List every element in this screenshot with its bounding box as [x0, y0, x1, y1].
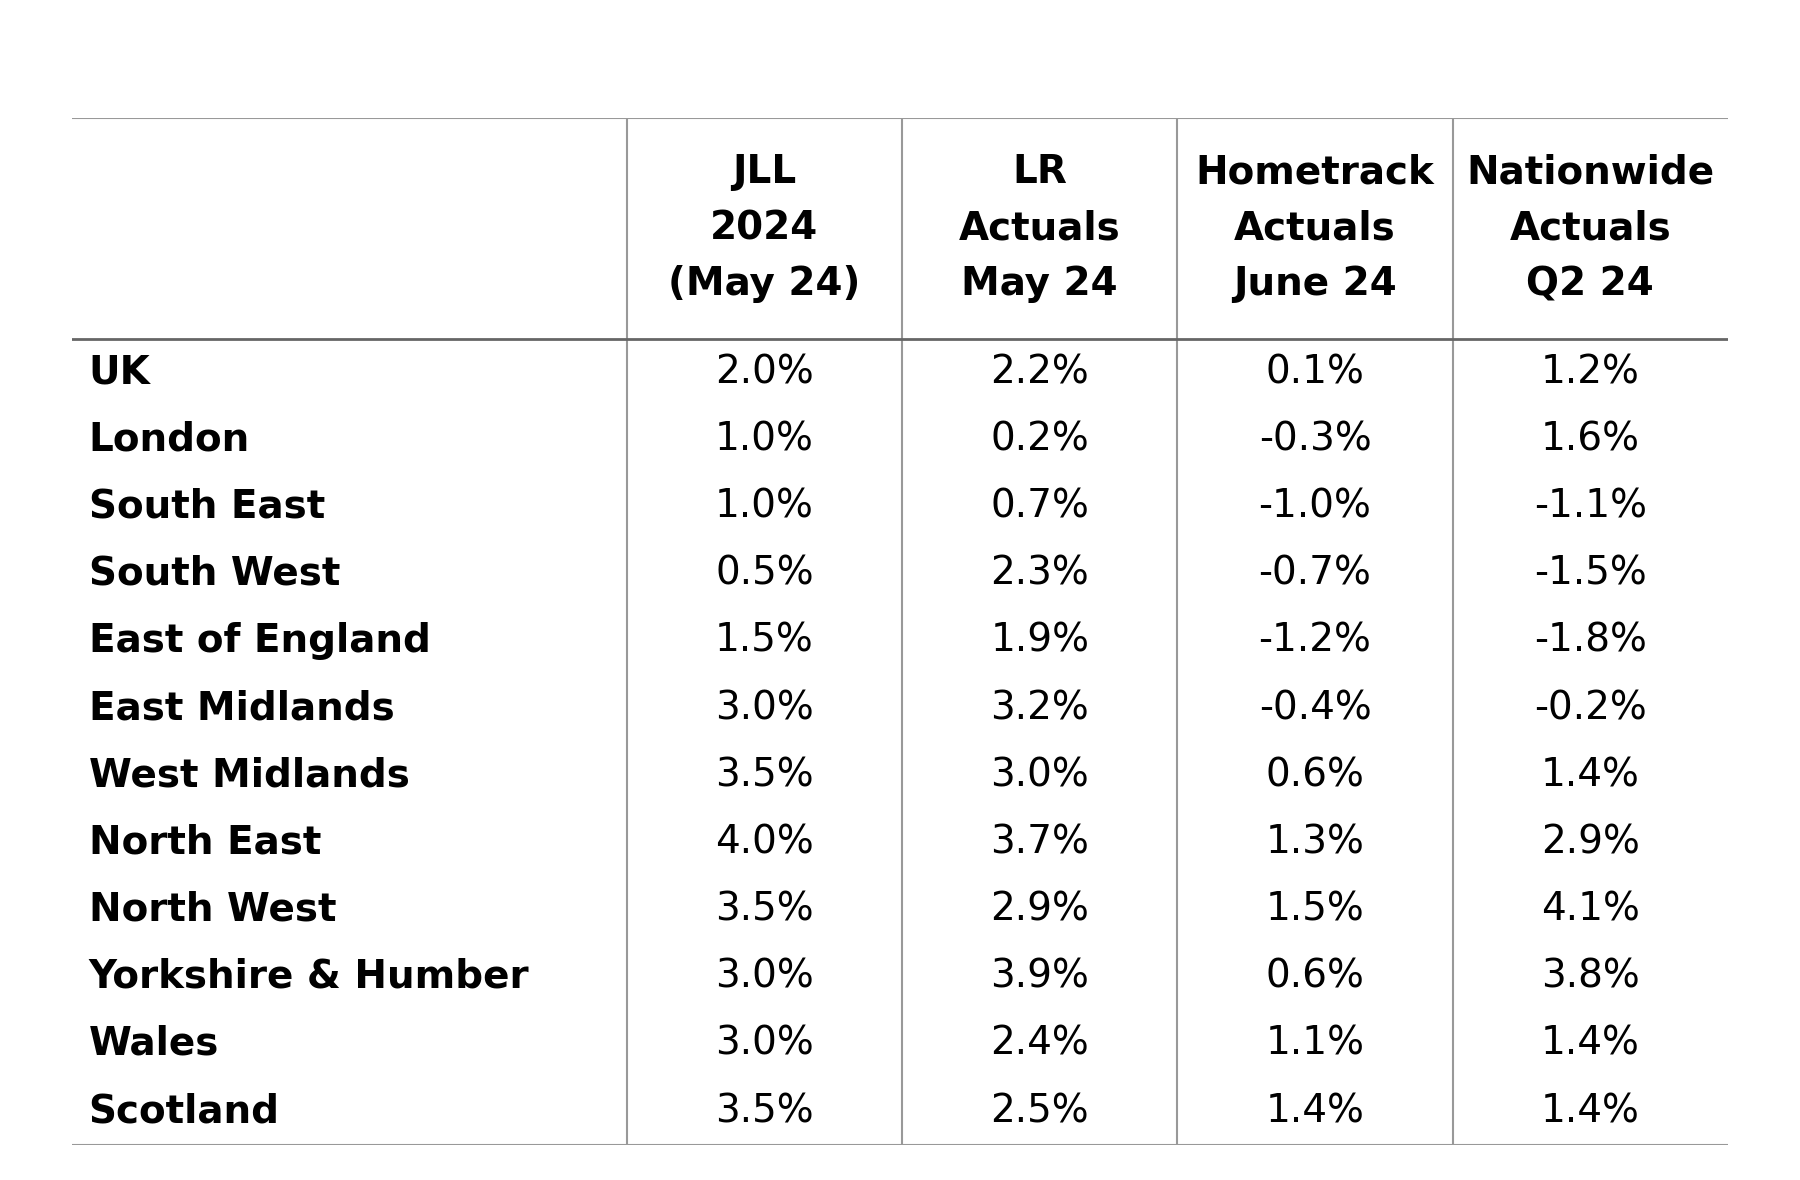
- Text: 0.2%: 0.2%: [990, 420, 1089, 459]
- Text: 3.5%: 3.5%: [715, 756, 814, 794]
- Text: East Midlands: East Midlands: [88, 689, 394, 727]
- Text: 2.4%: 2.4%: [990, 1025, 1089, 1063]
- Text: North East: North East: [88, 824, 320, 861]
- Text: Scotland: Scotland: [88, 1092, 279, 1130]
- Text: 3.2%: 3.2%: [990, 689, 1089, 727]
- Text: 1.4%: 1.4%: [1541, 1025, 1640, 1063]
- Text: 0.6%: 0.6%: [1265, 756, 1364, 794]
- Text: 1.1%: 1.1%: [1265, 1025, 1364, 1063]
- Text: Wales: Wales: [88, 1025, 220, 1063]
- Text: 1.4%: 1.4%: [1541, 756, 1640, 794]
- Text: North West: North West: [88, 891, 337, 929]
- Text: 3.5%: 3.5%: [715, 891, 814, 929]
- Text: -1.1%: -1.1%: [1534, 487, 1647, 525]
- Text: South West: South West: [88, 555, 340, 592]
- Text: UK: UK: [88, 353, 151, 392]
- Text: 0.7%: 0.7%: [990, 487, 1089, 525]
- Text: -0.2%: -0.2%: [1534, 689, 1647, 727]
- Text: 3.8%: 3.8%: [1541, 958, 1640, 996]
- Text: 2.0%: 2.0%: [715, 353, 814, 392]
- Text: 1.4%: 1.4%: [1265, 1092, 1364, 1130]
- Text: London: London: [88, 420, 250, 459]
- Text: 1.5%: 1.5%: [715, 622, 814, 660]
- Text: 1.2%: 1.2%: [1541, 353, 1640, 392]
- Text: -0.3%: -0.3%: [1258, 420, 1372, 459]
- Text: Hometrack
Actuals
June 24: Hometrack Actuals June 24: [1195, 153, 1435, 303]
- Text: 4.0%: 4.0%: [715, 824, 814, 861]
- Text: 3.7%: 3.7%: [990, 824, 1089, 861]
- Text: 2.9%: 2.9%: [1541, 824, 1640, 861]
- Text: 4.1%: 4.1%: [1541, 891, 1640, 929]
- Text: -1.0%: -1.0%: [1258, 487, 1372, 525]
- Text: 1.0%: 1.0%: [715, 420, 814, 459]
- Text: 3.0%: 3.0%: [715, 958, 814, 996]
- Text: -0.7%: -0.7%: [1258, 555, 1372, 592]
- Text: LR
Actuals
May 24: LR Actuals May 24: [959, 153, 1121, 303]
- Text: 3.0%: 3.0%: [990, 756, 1089, 794]
- Text: JLL
2024
(May 24): JLL 2024 (May 24): [668, 153, 860, 303]
- Text: South East: South East: [88, 487, 324, 525]
- Text: -1.2%: -1.2%: [1258, 622, 1372, 660]
- Text: 0.5%: 0.5%: [715, 555, 814, 592]
- Text: 2.9%: 2.9%: [990, 891, 1089, 929]
- Text: 3.0%: 3.0%: [715, 689, 814, 727]
- Text: 3.0%: 3.0%: [715, 1025, 814, 1063]
- Text: 2.5%: 2.5%: [990, 1092, 1089, 1130]
- Text: Nationwide
Actuals
Q2 24: Nationwide Actuals Q2 24: [1467, 153, 1714, 303]
- Text: 3.9%: 3.9%: [990, 958, 1089, 996]
- Text: 1.0%: 1.0%: [715, 487, 814, 525]
- Text: 1.6%: 1.6%: [1541, 420, 1640, 459]
- Text: 1.3%: 1.3%: [1265, 824, 1364, 861]
- Text: West Midlands: West Midlands: [88, 756, 409, 794]
- Text: Yorkshire & Humber: Yorkshire & Humber: [88, 958, 529, 996]
- Text: -1.8%: -1.8%: [1534, 622, 1647, 660]
- Text: 1.5%: 1.5%: [1265, 891, 1364, 929]
- Text: 3.5%: 3.5%: [715, 1092, 814, 1130]
- Text: 0.1%: 0.1%: [1265, 353, 1364, 392]
- Text: 1.4%: 1.4%: [1541, 1092, 1640, 1130]
- Text: 2.3%: 2.3%: [990, 555, 1089, 592]
- Text: -0.4%: -0.4%: [1258, 689, 1372, 727]
- Text: 1.9%: 1.9%: [990, 622, 1089, 660]
- Text: East of England: East of England: [88, 622, 430, 660]
- Text: Property Price Forecast: Property Price Forecast: [457, 26, 1343, 92]
- Text: 0.6%: 0.6%: [1265, 958, 1364, 996]
- Text: 2.2%: 2.2%: [990, 353, 1089, 392]
- Text: -1.5%: -1.5%: [1534, 555, 1647, 592]
